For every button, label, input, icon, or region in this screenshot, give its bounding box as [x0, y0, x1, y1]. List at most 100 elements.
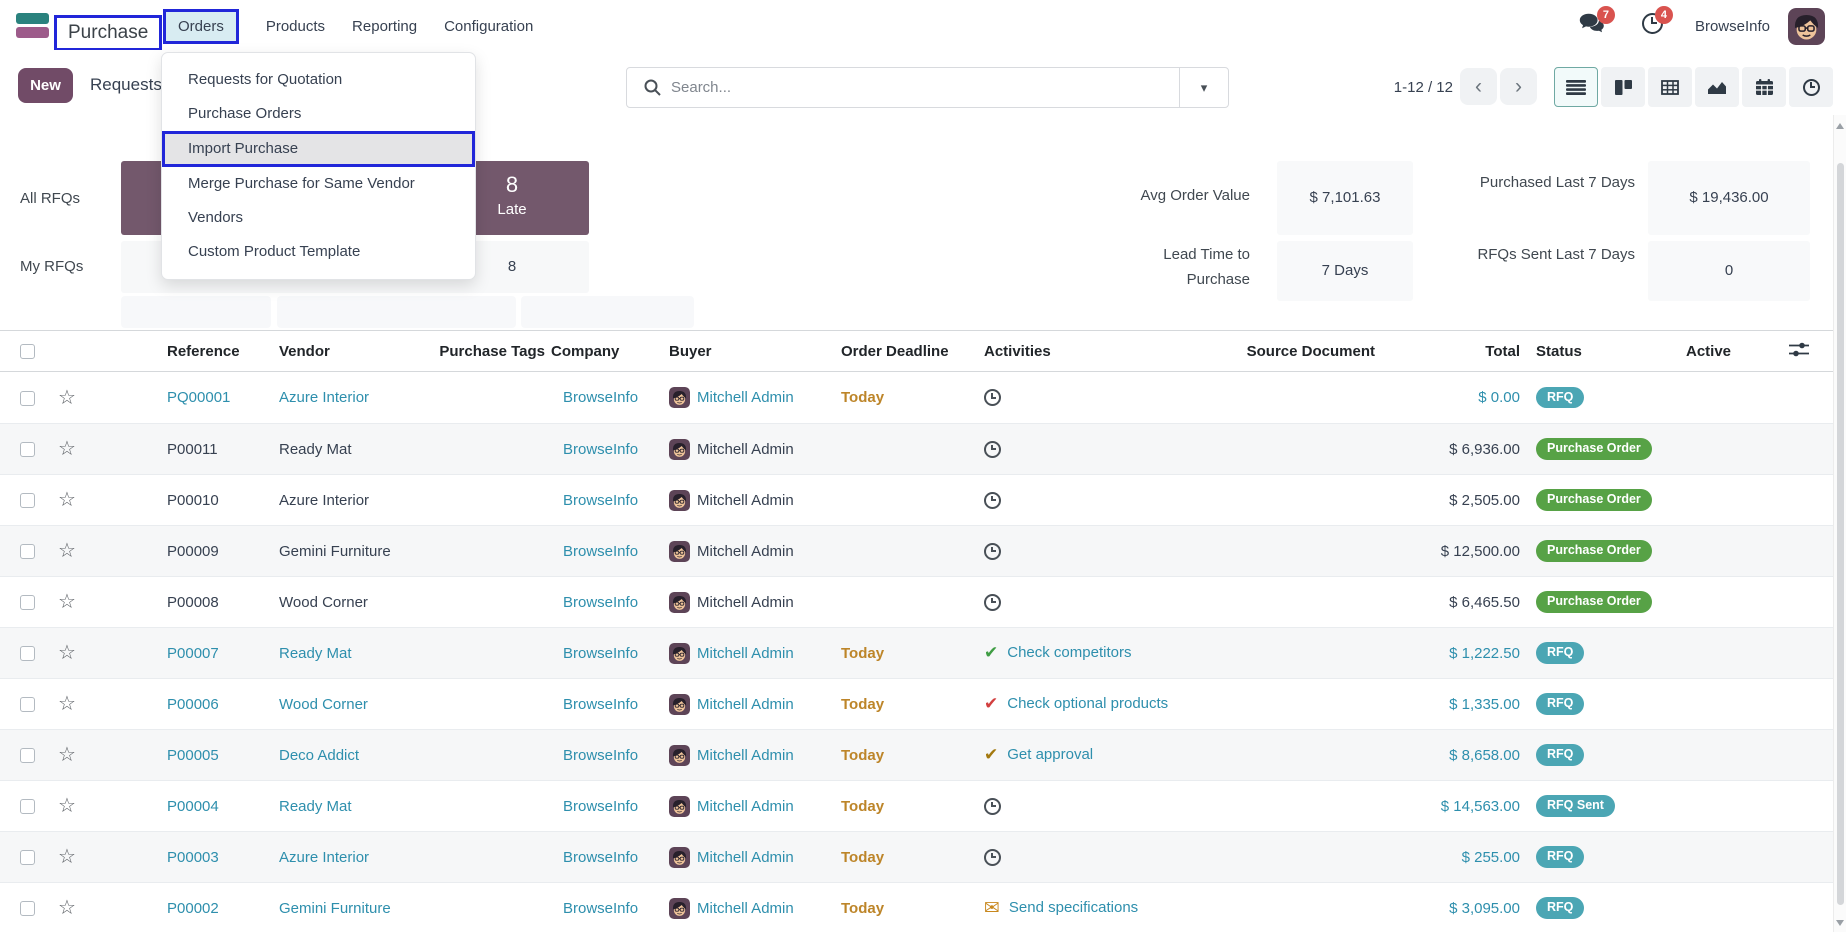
clock-activity-icon[interactable] [984, 848, 1001, 866]
column-header-source-document[interactable]: Source Document [1246, 342, 1375, 360]
dropdown-item-import-purchase[interactable]: Import Purchase [162, 131, 475, 167]
check-activity-icon[interactable]: ✔ [984, 643, 999, 662]
row-checkbox[interactable] [20, 595, 35, 611]
clock-activity-icon[interactable] [984, 542, 1001, 560]
buyer-name[interactable]: Mitchell Admin [697, 695, 794, 713]
user-avatar[interactable] [1788, 7, 1825, 45]
reference-link[interactable]: P00005 [167, 746, 219, 764]
search-dropdown-toggle[interactable]: ▾ [1179, 68, 1228, 107]
dropdown-item-merge-purchase-for-same-vendor[interactable]: Merge Purchase for Same Vendor [188, 175, 415, 192]
favorite-star-icon[interactable]: ☆ [58, 439, 76, 459]
list-row-P00004[interactable]: ☆ P00004 Ready Mat BrowseInfo Mitchell Admin… [0, 780, 1833, 831]
favorite-star-icon[interactable]: ☆ [58, 694, 76, 714]
favorite-star-icon[interactable]: ☆ [58, 541, 76, 561]
pager-previous-button[interactable]: ‹ [1460, 68, 1497, 105]
vendor-name[interactable]: Gemini Furniture [279, 542, 391, 560]
activity-summary-link[interactable]: Send specifications [1008, 898, 1139, 916]
menu-products[interactable]: Products [265, 17, 326, 35]
buyer-name[interactable]: Mitchell Admin [697, 797, 794, 815]
column-header-company[interactable]: Company [551, 342, 620, 360]
activities-button[interactable]: 4 [1641, 6, 1673, 39]
vendor-name[interactable]: Deco Addict [279, 746, 360, 764]
column-header-active[interactable]: Active [1686, 342, 1732, 360]
reference-link[interactable]: P00010 [167, 491, 219, 509]
reference-link[interactable]: P00006 [167, 695, 219, 713]
row-checkbox[interactable] [20, 901, 35, 917]
row-checkbox[interactable] [20, 799, 35, 815]
vendor-name[interactable]: Azure Interior [279, 848, 370, 866]
check-activity-icon[interactable]: ✔ [984, 745, 999, 764]
reference-link[interactable]: P00007 [167, 644, 219, 662]
vendor-name[interactable]: Azure Interior [279, 491, 370, 509]
scrollbar-down-arrow[interactable] [1836, 920, 1844, 926]
row-checkbox[interactable] [20, 442, 35, 458]
buyer-name[interactable]: Mitchell Admin [697, 746, 794, 764]
company-link[interactable]: BrowseInfo [563, 797, 639, 815]
list-row-P00005[interactable]: ☆ P00005 Deco Addict BrowseInfo Mitchell Adm… [0, 729, 1833, 780]
buyer-name[interactable]: Mitchell Admin [697, 593, 794, 611]
company-link[interactable]: BrowseInfo [563, 542, 639, 560]
my-rfqs-filter[interactable]: My RFQs [20, 258, 84, 275]
clock-activity-icon[interactable] [984, 797, 1001, 815]
favorite-star-icon[interactable]: ☆ [58, 387, 76, 408]
buyer-name[interactable]: Mitchell Admin [697, 899, 794, 917]
vendor-name[interactable]: Wood Corner [279, 695, 368, 713]
company-link[interactable]: BrowseInfo [563, 644, 639, 662]
row-checkbox[interactable] [20, 697, 35, 713]
row-checkbox[interactable] [20, 493, 35, 509]
reference-link[interactable]: P00008 [167, 593, 219, 611]
buyer-name[interactable]: Mitchell Admin [697, 848, 794, 866]
company-link[interactable]: BrowseInfo [563, 695, 639, 713]
row-checkbox[interactable] [20, 850, 35, 866]
menu-configuration[interactable]: Configuration [444, 17, 534, 35]
vendor-name[interactable]: Ready Mat [279, 644, 352, 662]
company-link[interactable]: BrowseInfo [563, 848, 639, 866]
menu-orders[interactable]: Orders [163, 8, 239, 44]
row-checkbox[interactable] [20, 390, 35, 406]
check-activity-icon[interactable]: ✔ [984, 694, 999, 713]
clock-activity-icon[interactable] [984, 491, 1001, 509]
view-activity-button[interactable] [1789, 67, 1833, 107]
company-link[interactable]: BrowseInfo [563, 389, 639, 406]
list-row-P00009[interactable]: ☆ P00009 Gemini Furniture BrowseInfo Mitchel… [0, 525, 1833, 576]
column-header-purchase-tags[interactable]: Purchase Tags [439, 342, 545, 360]
reference-link[interactable]: P00002 [167, 899, 219, 917]
company-link[interactable]: BrowseInfo [563, 491, 639, 509]
buyer-name[interactable]: Mitchell Admin [697, 542, 794, 560]
vendor-name[interactable]: Ready Mat [279, 797, 352, 815]
column-header-order-deadline[interactable]: Order Deadline [841, 342, 949, 360]
view-graph-button[interactable] [1695, 67, 1739, 107]
column-header-activities[interactable]: Activities [984, 342, 1051, 360]
reference-link[interactable]: P00009 [167, 542, 219, 560]
view-kanban-button[interactable] [1601, 67, 1645, 107]
kpi-lead-time[interactable]: 7 Days [1277, 241, 1413, 301]
list-row-P00003[interactable]: ☆ P00003 Azure Interior BrowseInfo Mitchell … [0, 831, 1833, 882]
activity-summary-link[interactable]: Check competitors [1007, 643, 1132, 661]
apps-menu-icon[interactable] [16, 13, 49, 38]
clock-activity-icon[interactable] [984, 593, 1001, 611]
buyer-name[interactable]: Mitchell Admin [697, 644, 794, 662]
kpi-rfqs-sent-last7[interactable]: 0 [1648, 241, 1810, 301]
kpi-purchased-last7[interactable]: $ 19,436.00 [1648, 161, 1810, 235]
vendor-name[interactable]: Azure Interior [279, 389, 370, 406]
company-link[interactable]: BrowseInfo [563, 440, 639, 458]
favorite-star-icon[interactable]: ☆ [58, 847, 76, 867]
column-header-vendor[interactable]: Vendor [279, 342, 330, 360]
row-checkbox[interactable] [20, 646, 35, 662]
app-menu-purchase[interactable]: Purchase [54, 15, 163, 51]
messages-button[interactable]: 7 [1579, 5, 1615, 40]
search-input[interactable]: Search... [671, 79, 732, 96]
reference-link[interactable]: P00011 [167, 440, 218, 458]
favorite-star-icon[interactable]: ☆ [58, 643, 76, 663]
dropdown-item-requests-for-quotation[interactable]: Requests for Quotation [188, 71, 343, 88]
favorite-star-icon[interactable]: ☆ [58, 796, 76, 816]
menu-reporting[interactable]: Reporting [352, 17, 418, 35]
reference-link[interactable]: P00004 [167, 797, 219, 815]
pager-next-button[interactable]: › [1500, 68, 1537, 105]
company-link[interactable]: BrowseInfo [563, 593, 639, 611]
list-row-P00007[interactable]: ☆ P00007 Ready Mat BrowseInfo Mitchell Admin… [0, 627, 1833, 678]
list-row-PQ00001[interactable]: ☆ PQ00001 Azure Interior BrowseInfo Mitchell… [0, 372, 1833, 423]
select-all-checkbox[interactable] [20, 344, 35, 360]
row-checkbox[interactable] [20, 748, 35, 764]
dropdown-item-purchase-orders[interactable]: Purchase Orders [188, 105, 302, 122]
